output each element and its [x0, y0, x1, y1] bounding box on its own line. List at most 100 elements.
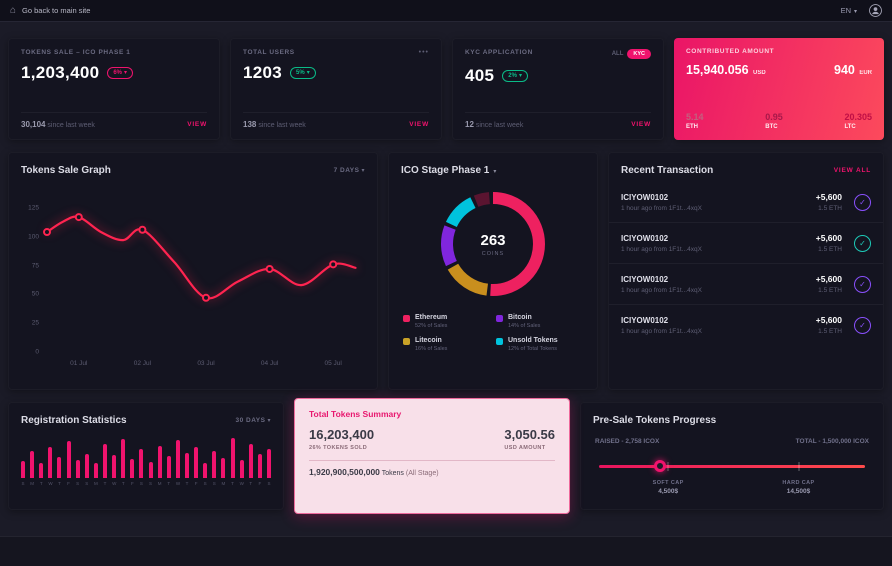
bar	[221, 457, 226, 478]
coins-label: COINS	[481, 250, 505, 257]
coins-value: 263	[480, 231, 506, 249]
usd-amount-label: USD AMOUNT	[504, 445, 546, 451]
slider-knob[interactable]	[654, 460, 667, 472]
caret-down-icon	[267, 417, 271, 424]
filter-all-button[interactable]: ALL	[611, 51, 624, 57]
tokens-sold-label: 26% TOKENS SOLD	[309, 445, 368, 451]
total-tokens-summary-card: Total Tokens Summary 16,203,400 26% TOKE…	[294, 398, 570, 514]
user-icon	[869, 4, 882, 17]
y-axis: 125 100 75 50 25 0	[21, 194, 41, 355]
asset-eth: 5.14 ETH	[686, 112, 704, 130]
y-axis-tick: 75	[31, 262, 39, 269]
total-label: TOTAL - 1,500,000 ICOX	[795, 438, 869, 445]
transaction-status-check-icon: ✓	[854, 193, 871, 211]
y-axis-tick: 0	[35, 348, 39, 356]
tokens-sale-graph-card: Tokens Sale Graph 7 DAYS 125 100 75 50 25 0 0…	[8, 152, 378, 390]
trend-badge[interactable]: 5%	[290, 67, 316, 79]
bar	[194, 446, 199, 478]
topbar: ⌂ Go back to main site EN	[0, 0, 892, 22]
legend-item: Bitcoin 14% of Sales	[496, 314, 583, 329]
view-link[interactable]: VIEW	[631, 121, 651, 128]
bar	[93, 462, 98, 478]
language-label: EN	[840, 6, 851, 15]
day-label: S	[139, 481, 143, 486]
x-axis-tick: 04 Jul	[260, 360, 279, 367]
filter-kyc-button[interactable]: KYC	[627, 49, 651, 59]
day-label: W	[175, 481, 181, 486]
contributed-amount-card: CONTRIBUTED AMOUNT 15,940.056 USD 940 EU…	[674, 38, 884, 140]
stat-title: KYC APPLICATION	[465, 49, 533, 56]
line-chart: 125 100 75 50 25 0 01 Jul 02 Jul 03 Jul 04 Jul 05…	[9, 182, 377, 372]
stat-card-kyc-application: KYC APPLICATION ALL KYC 405 2% 12 since …	[452, 38, 664, 140]
data-point-marker	[74, 213, 83, 222]
bar-chart	[9, 436, 283, 478]
bar	[57, 457, 62, 478]
soft-cap: SOFT CAP 4,500$	[652, 480, 684, 495]
donut-chart-svg	[440, 191, 545, 296]
view-all-link[interactable]: VIEW ALL	[833, 167, 871, 174]
stat-card-tokens-sale: TOKENS SALE – ICO PHASE 1 1,203,400 6% 3…	[8, 38, 220, 140]
cap-tick	[798, 462, 799, 471]
donut-slice-unsold-tokens	[441, 192, 545, 296]
day-label: W	[48, 481, 53, 486]
transaction-status-check-icon: ✓	[854, 234, 871, 252]
bottom-row: Registration Statistics 30 DAYS SMTWTFSS…	[8, 398, 884, 514]
range-selector[interactable]: 7 DAYS	[334, 167, 365, 174]
data-point-marker	[43, 228, 51, 237]
x-axis: 01 Jul 02 Jul 03 Jul 04 Jul 05 Jul	[47, 358, 365, 372]
user-avatar[interactable]	[869, 4, 882, 17]
stat-footnote: 30,104 since last week	[21, 120, 95, 129]
transaction-row[interactable]: ICIYOW0102 1 hour ago from 1F1t...4xqX +5,…	[609, 182, 883, 222]
chevron-down-icon	[854, 6, 857, 15]
bar	[266, 449, 271, 478]
day-label: M	[30, 481, 34, 486]
data-point-marker	[202, 293, 210, 302]
transaction-row[interactable]: ICIYOW0102 1 hour ago from 1F1t...4xqX +5,…	[609, 304, 883, 345]
card-title: Pre-Sale Tokens Progress	[593, 415, 717, 426]
more-options-icon[interactable]: •••	[418, 49, 429, 56]
footer	[0, 536, 892, 566]
donut-center: 263 COINS	[441, 192, 545, 296]
crypto-amounts: 5.14 ETH 0.95 BTC 20.305 LTC	[686, 112, 872, 130]
bar	[21, 461, 25, 478]
progress-slider[interactable]	[599, 460, 865, 472]
legend-item: Unsold Tokens 12% of Total Tokens	[496, 337, 583, 352]
transaction-row[interactable]: ICIYOW0102 1 hour ago from 1F1t...4xqX +5,…	[609, 263, 883, 304]
day-label: S	[212, 481, 216, 486]
x-axis-tick: 01 Jul	[70, 360, 88, 367]
stat-value: 1203	[243, 63, 283, 82]
view-link[interactable]: VIEW	[187, 121, 207, 128]
usd-amount-block: 3,050.56 USD AMOUNT	[504, 427, 555, 451]
presale-progress-card: Pre-Sale Tokens Progress RAISED - 2,758 …	[580, 402, 884, 510]
day-label: S	[76, 481, 80, 486]
total-tokens-line: 1,920,900,500,000 Tokens (All Stage)	[309, 460, 555, 477]
line-chart-svg	[43, 213, 357, 302]
bar	[230, 437, 235, 478]
caret-down-icon	[361, 167, 365, 174]
day-label: M	[94, 481, 98, 486]
transaction-row[interactable]: ICIYOW0102 1 hour ago from 1F1t...4xqX +5,…	[609, 222, 883, 263]
card-title[interactable]: ICO Stage Phase 1	[401, 165, 496, 176]
day-label: M	[157, 481, 162, 486]
stat-footnote: 12 since last week	[465, 120, 524, 129]
stats-row: TOKENS SALE – ICO PHASE 1 1,203,400 6% 3…	[8, 38, 884, 140]
trend-value: 2%	[508, 73, 517, 79]
topbar-right: EN	[841, 4, 882, 17]
bar	[112, 454, 117, 478]
back-to-main-site-link[interactable]: ⌂ Go back to main site	[10, 5, 90, 16]
bar	[66, 441, 71, 478]
trend-badge[interactable]: 6%	[107, 67, 134, 79]
stat-value: 1,203,400	[21, 63, 100, 82]
language-selector[interactable]: EN	[841, 6, 857, 15]
trend-value: 6%	[113, 70, 123, 76]
day-label: F	[130, 481, 134, 486]
trend-badge[interactable]: 2%	[502, 70, 528, 82]
day-label: T	[249, 481, 253, 486]
registration-statistics-card: Registration Statistics 30 DAYS SMTWTFSS…	[8, 402, 284, 510]
transaction-status-check-icon: ✓	[854, 316, 871, 334]
donut-slice-ethereum	[441, 192, 545, 296]
view-link[interactable]: VIEW	[409, 121, 429, 128]
raised-label: RAISED - 2,758 ICOX	[595, 438, 660, 445]
range-selector[interactable]: 30 DAYS	[235, 417, 271, 424]
bar	[166, 456, 171, 478]
